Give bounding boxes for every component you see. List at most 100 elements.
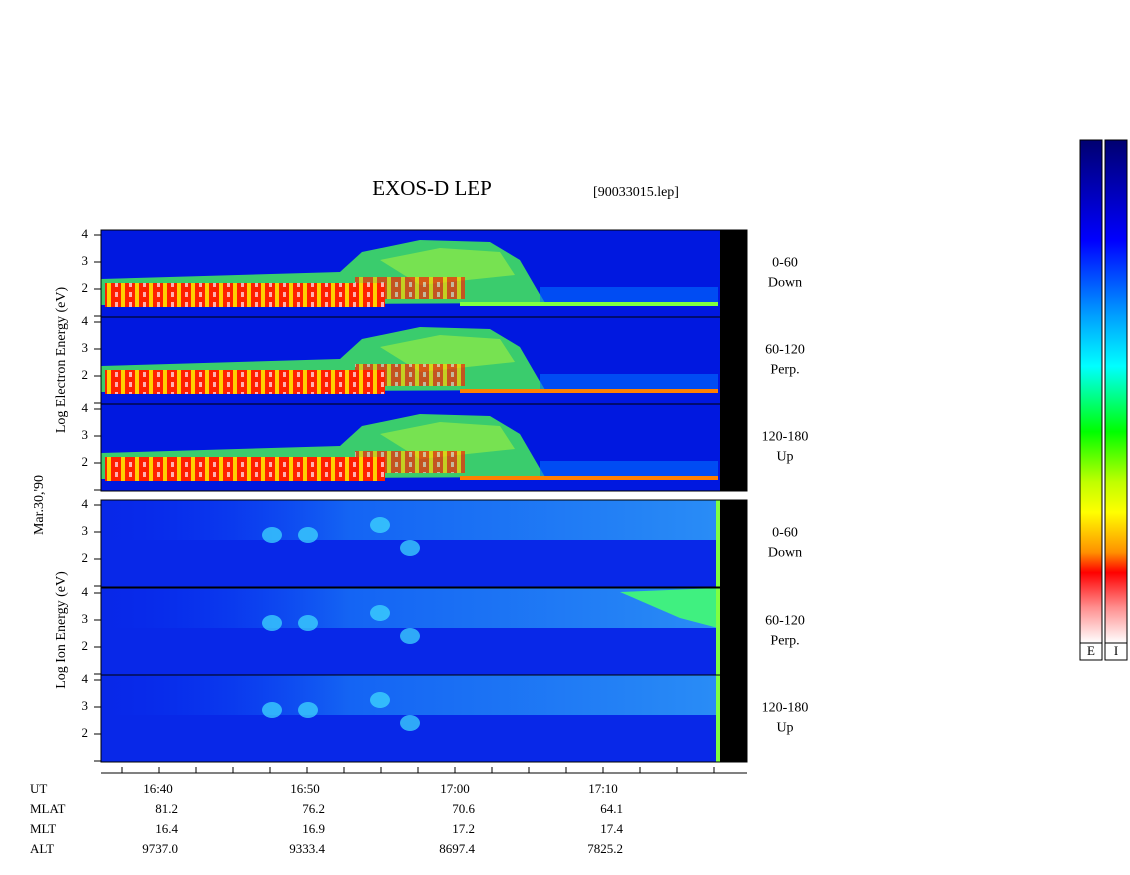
row-value: 7825.2 <box>587 841 623 856</box>
pitch-range: 120-180 <box>762 701 809 716</box>
row-value: 16:40 <box>143 781 173 796</box>
edge-line <box>716 500 720 587</box>
scale-label: E <box>1087 643 1095 658</box>
ion-blob <box>262 527 282 543</box>
y-tick-label: 2 <box>82 454 89 469</box>
pitch-range: 60-120 <box>765 614 805 629</box>
row-name: UT <box>30 781 47 796</box>
ion-hot <box>620 588 718 628</box>
data-gap <box>720 588 747 675</box>
y-tick-label: 3 <box>82 698 89 713</box>
ion-flux <box>101 500 720 540</box>
data-gap <box>720 500 747 587</box>
direction: Perp. <box>770 363 799 378</box>
low-band <box>460 476 718 480</box>
y-tick-label: 4 <box>82 671 89 686</box>
scale-label-box <box>1079 642 1103 661</box>
pitch-range: 0-60 <box>772 256 798 271</box>
row-value: 64.1 <box>600 801 623 816</box>
y-tick-label: 2 <box>82 367 89 382</box>
date-label: Mar.30,'90 <box>32 475 47 535</box>
row-value: 16.9 <box>302 821 325 836</box>
y-tick-label: 4 <box>82 226 89 241</box>
y-tick-label: 3 <box>82 253 89 268</box>
row-name: ALT <box>30 841 54 856</box>
intense-band <box>355 451 465 473</box>
ion-blob <box>370 517 390 533</box>
spectrum-region <box>380 248 515 285</box>
intense-band <box>355 364 465 386</box>
edge-line <box>716 675 720 762</box>
y-tick-label: 2 <box>82 725 89 740</box>
y-tick-label: 4 <box>82 496 89 511</box>
data-gap <box>720 317 747 404</box>
direction: Down <box>768 276 802 291</box>
time-axis: UT 16:40 16:50 17:00 17:10 MLAT 81.2 76.2 70.6 64… <box>30 767 747 856</box>
y-tick-label: 3 <box>82 340 89 355</box>
spectrogram-panels: 4 3 2 0-60 Down 4 3 2 60-120 Perp. 4 3 2 120-180 Up 4 3 2… <box>82 226 809 763</box>
ion-blob <box>262 702 282 718</box>
panel-frame <box>100 499 748 588</box>
ion-blob <box>298 527 318 543</box>
scale-label: I <box>1114 643 1118 658</box>
y-tick-label: 3 <box>82 611 89 626</box>
row-name: MLT <box>30 821 56 836</box>
row-value: 17.4 <box>600 821 623 836</box>
cyan-region <box>540 461 718 479</box>
y-tick-label: 4 <box>82 584 89 599</box>
title: EXOS-D LEP <box>372 176 492 200</box>
low-band <box>460 389 718 393</box>
y-tick-label: 4 <box>82 400 89 415</box>
y-tick-label: 2 <box>82 638 89 653</box>
direction: Up <box>776 450 793 465</box>
direction: Perp. <box>770 634 799 649</box>
pitch-range: 60-120 <box>765 343 805 358</box>
spectrum-region <box>380 335 515 372</box>
row-value: 17.2 <box>452 821 475 836</box>
y-tick-label: 2 <box>82 280 89 295</box>
row-value: 76.2 <box>302 801 325 816</box>
direction: Down <box>768 546 802 561</box>
electron-axis-label: Log Electron Energy (eV) <box>54 287 69 434</box>
row-value: 70.6 <box>452 801 475 816</box>
ion-axis-label: Log Ion Energy (eV) <box>54 571 69 689</box>
ion-blob <box>298 702 318 718</box>
row-value: 9737.0 <box>142 841 178 856</box>
intense-band <box>105 457 385 481</box>
data-gap <box>720 230 747 317</box>
cyan-region <box>540 374 718 392</box>
intense-band <box>105 283 385 307</box>
row-name: MLAT <box>30 801 65 816</box>
ion-blob <box>298 615 318 631</box>
scale-label-box <box>1104 642 1128 661</box>
intense-band <box>105 370 385 394</box>
spectrum-region <box>380 422 515 459</box>
file-name: [90033015.lep] <box>593 185 679 200</box>
cyan-region <box>540 287 718 305</box>
y-tick-label: 3 <box>82 523 89 538</box>
panel-frame <box>100 674 748 763</box>
ion-blob <box>262 615 282 631</box>
row-value: 81.2 <box>155 801 178 816</box>
y-tick-label: 4 <box>82 313 89 328</box>
low-band <box>460 302 718 306</box>
intense-band <box>355 277 465 299</box>
direction: Up <box>776 721 793 736</box>
row-value: 17:10 <box>588 781 618 796</box>
row-value: 16:50 <box>290 781 320 796</box>
data-gap <box>720 675 747 762</box>
ion-blob <box>370 692 390 708</box>
edge-line <box>716 588 720 675</box>
ion-flux <box>101 588 720 628</box>
pitch-range: 120-180 <box>762 430 809 445</box>
ion-blob <box>370 605 390 621</box>
row-value: 17:00 <box>440 781 470 796</box>
panel-frame <box>100 403 748 492</box>
ion-flux <box>101 675 720 715</box>
row-value: 8697.4 <box>439 841 475 856</box>
data-gap <box>720 404 747 491</box>
ion-blob <box>400 628 420 644</box>
row-value: 16.4 <box>155 821 178 836</box>
